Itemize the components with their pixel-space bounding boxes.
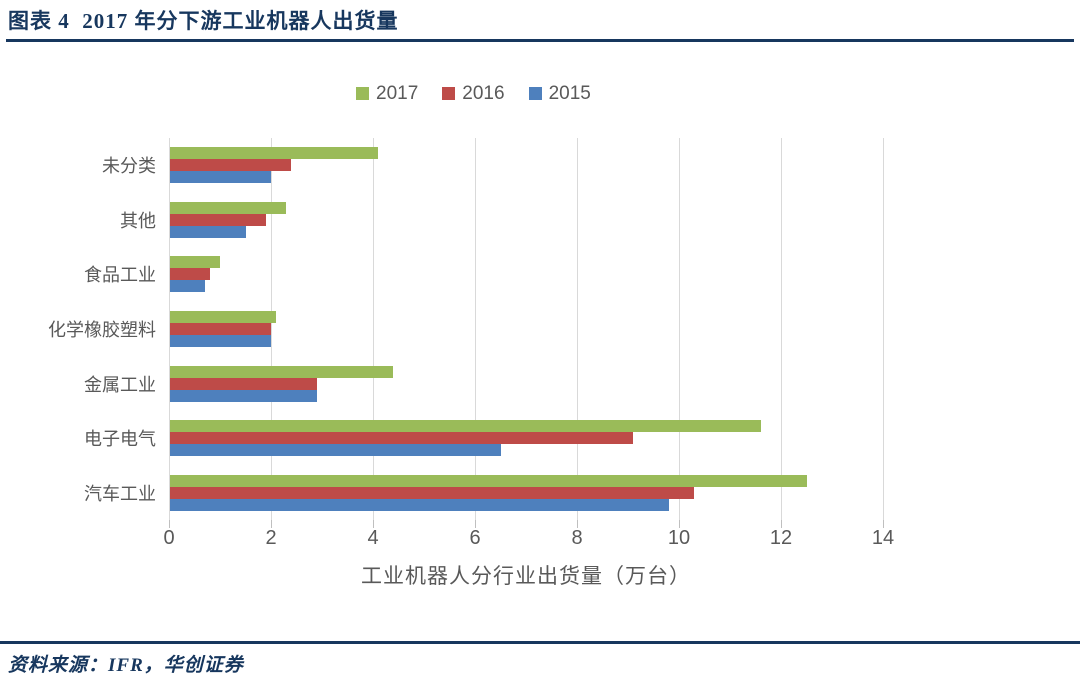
legend-swatch-icon xyxy=(442,87,456,100)
gridline xyxy=(679,138,680,520)
x-tick-label: 14 xyxy=(871,527,895,549)
category-label: 金属工业 xyxy=(84,374,156,395)
bar-2015 xyxy=(170,335,271,347)
x-tick-label: 10 xyxy=(667,527,691,549)
gridline xyxy=(373,138,374,520)
bar-2016 xyxy=(170,159,292,172)
category-label: 食品工业 xyxy=(84,265,156,286)
bar-2015 xyxy=(170,444,501,457)
x-tick-label: 6 xyxy=(469,527,481,549)
bar-2017 xyxy=(170,201,287,214)
x-tick-label: 0 xyxy=(163,527,175,549)
legend-swatch-icon xyxy=(528,87,542,100)
bar-2017 xyxy=(170,147,379,160)
x-axis-title: 工业机器人分行业出货量（万台） xyxy=(361,565,691,588)
bar-2016 xyxy=(170,486,695,499)
figure-title: 图表 4 2017 年分下游工业机器人出货量 xyxy=(8,9,399,33)
bar-2015 xyxy=(170,280,205,293)
axis-tick xyxy=(271,520,272,528)
category-label: 化学橡胶塑料 xyxy=(48,319,156,340)
bar-2017 xyxy=(170,420,761,433)
title-rule xyxy=(6,39,1074,42)
bar-2016 xyxy=(170,323,271,335)
bar-2017 xyxy=(170,365,394,378)
legend-label: 2015 xyxy=(548,83,591,104)
bar-2017 xyxy=(170,256,220,269)
x-tick-label: 2 xyxy=(265,527,277,549)
legend-swatch-icon xyxy=(356,87,369,100)
chart-legend: 2017 2016 2015 xyxy=(356,84,591,103)
gridline xyxy=(577,138,578,520)
gridline xyxy=(883,138,884,520)
legend-item-2017: 2017 xyxy=(356,84,418,103)
legend-item-2015: 2015 xyxy=(528,83,591,104)
bar-2016 xyxy=(170,432,634,445)
x-tick-label: 4 xyxy=(367,527,379,549)
bar-2016 xyxy=(170,268,210,281)
axis-tick xyxy=(679,520,680,528)
bar-2015 xyxy=(170,389,317,402)
legend-label: 2016 xyxy=(462,83,505,104)
bar-2017 xyxy=(170,474,807,487)
axis-tick xyxy=(373,520,374,528)
category-label: 未分类 xyxy=(102,156,156,177)
bar-2015 xyxy=(170,225,246,238)
legend-item-2016: 2016 xyxy=(442,83,505,104)
axis-tick xyxy=(883,520,884,528)
gridline xyxy=(781,138,782,520)
axis-tick xyxy=(781,520,782,528)
bar-2015 xyxy=(170,498,669,511)
bar-2016 xyxy=(170,213,266,226)
gridline xyxy=(271,138,272,520)
legend-label: 2017 xyxy=(376,83,419,104)
y-axis-line xyxy=(169,138,170,520)
bar-2017 xyxy=(170,311,277,323)
axis-tick xyxy=(169,520,170,528)
bar-2016 xyxy=(170,377,317,390)
x-tick-label: 12 xyxy=(769,527,793,549)
axis-tick xyxy=(577,520,578,528)
category-label: 电子电气 xyxy=(84,429,156,450)
category-label: 汽车工业 xyxy=(84,483,156,504)
source-note: 资料来源：IFR，华创证券 xyxy=(8,655,244,676)
x-tick-label: 8 xyxy=(571,527,583,549)
axis-tick xyxy=(475,520,476,528)
bar-2015 xyxy=(170,171,271,184)
gridline xyxy=(475,138,476,520)
category-label: 其他 xyxy=(120,210,156,231)
footer-rule xyxy=(0,641,1080,644)
